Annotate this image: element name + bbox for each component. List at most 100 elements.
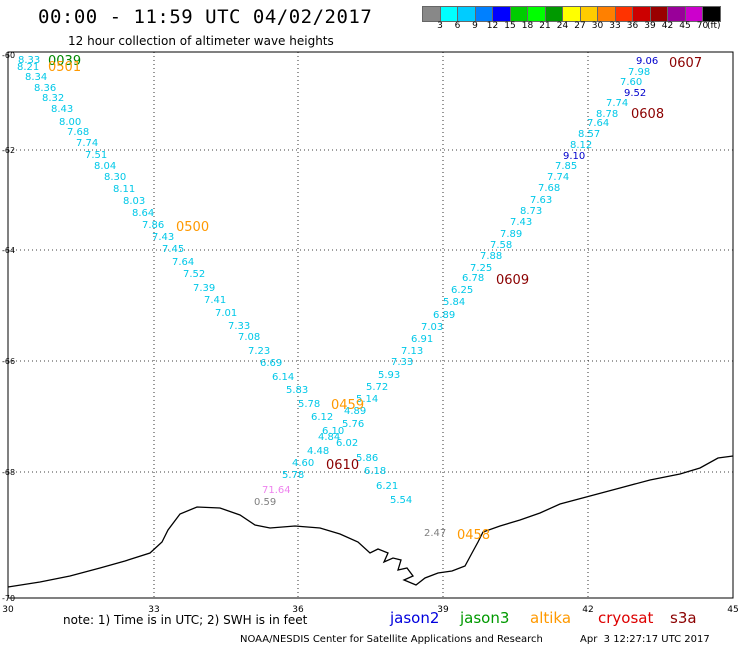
- color-scale-label: 42: [661, 21, 674, 31]
- wave-height-value: 8.73: [520, 206, 542, 217]
- latitude-tick-label: -60: [2, 51, 15, 60]
- wave-height-value: 7.89: [500, 229, 522, 240]
- wave-height-value: 8.30: [104, 172, 126, 183]
- color-scale-swatch: [702, 6, 721, 22]
- color-scale-label: 12: [486, 21, 499, 31]
- wave-height-value: 7.58: [490, 240, 512, 251]
- wave-height-value: 4.48: [307, 446, 329, 457]
- wave-height-value: 8.57: [578, 129, 600, 140]
- wave-height-value: 7.60: [620, 77, 642, 88]
- map-frame: [7, 51, 734, 599]
- longitude-tick-label: 39: [437, 605, 449, 615]
- wave-height-value: 8.04: [94, 161, 116, 172]
- wave-height-value: 7.43: [510, 217, 532, 228]
- pass-time-label: 0608: [631, 107, 664, 122]
- wave-height-value: 7.13: [401, 346, 423, 357]
- wave-height-value: 6.18: [364, 466, 386, 477]
- color-scale-label: 15: [504, 21, 516, 31]
- wave-height-value: 9.52: [624, 88, 646, 99]
- latitude-tick-label: -66: [2, 357, 15, 366]
- map-title: 00:00 - 11:59 UTC 04/02/2017: [38, 6, 373, 28]
- wave-height-value: 5.93: [378, 370, 400, 381]
- wave-height-value: 5.84: [443, 297, 465, 308]
- latitude-tick-label: -70: [2, 594, 15, 603]
- footnote: note: 1) Time is in UTC; 2) SWH is in fe…: [63, 613, 308, 627]
- wave-height-value: 5.83: [286, 385, 308, 396]
- satellite-legend-item: jason2: [390, 609, 440, 627]
- satellite-legend-item: cryosat: [598, 609, 654, 627]
- color-scale-label: 6: [454, 21, 461, 31]
- wave-height-value: 4.60: [292, 458, 314, 469]
- wave-height-value: 8.34: [25, 72, 47, 83]
- wave-height-value: 7.68: [67, 127, 89, 138]
- wave-height-value: 5.76: [342, 419, 364, 430]
- wave-height-value: 7.01: [215, 308, 237, 319]
- wave-height-value: 7.74: [606, 98, 628, 109]
- pass-time-label: 0458: [457, 528, 490, 543]
- satellite-legend-item: s3a: [670, 609, 697, 627]
- latitude-tick-label: -62: [2, 146, 15, 155]
- wave-height-value: 7.98: [628, 67, 650, 78]
- wave-height-value: 7.63: [530, 195, 552, 206]
- color-scale-label: 33: [609, 21, 621, 31]
- wave-height-value: 5.72: [366, 382, 388, 393]
- pass-time-label: 0609: [496, 273, 529, 288]
- wave-height-value: 7.64: [172, 257, 194, 268]
- longitude-tick-label: 42: [582, 605, 593, 615]
- wave-height-value: 4.89: [344, 406, 366, 417]
- wave-height-value: 7.64: [587, 118, 609, 129]
- longitude-tick-labels: 30 33 36 39 42 45: [2, 605, 738, 615]
- wave-height-value: 8.33: [18, 55, 40, 66]
- generated-timestamp: Apr 3 12:27:17 UTC 2017: [580, 634, 710, 645]
- wave-height-value: 6.89: [433, 310, 455, 321]
- wave-height-value: 6.25: [451, 285, 473, 296]
- wave-height-value: 71.64: [262, 485, 291, 496]
- longitude-tick-label: 36: [292, 605, 304, 615]
- wave-height-value: 5.86: [356, 453, 378, 464]
- latitude-tick-labels: -60 -62 -64 -66 -68 -70: [2, 51, 15, 603]
- color-scale-label: 3: [437, 21, 443, 31]
- wave-height-value: 5.78: [298, 399, 320, 410]
- wave-height-value: 2.47: [424, 528, 446, 539]
- wave-height-value: 7.45: [162, 244, 184, 255]
- color-scale-label: 39: [644, 21, 656, 31]
- wave-height-value: 7.52: [183, 269, 205, 280]
- color-scale-unit: (ft): [707, 21, 721, 31]
- wave-height-value: 8.21: [17, 62, 39, 73]
- wave-height-value: 7.23: [248, 346, 270, 357]
- pass-time-label: 0500: [176, 220, 209, 235]
- wave-height-value: 7.88: [480, 251, 502, 262]
- color-scale-label: 21: [539, 21, 551, 31]
- wave-height-value: 8.00: [59, 117, 81, 128]
- map-subtitle: 12 hour collection of altimeter wave hei…: [68, 34, 334, 48]
- wave-height-value: 7.39: [193, 283, 215, 294]
- wave-height-values: 8.338.218.348.368.328.438.007.687.747.51…: [17, 55, 658, 539]
- wave-height-value: 6.69: [260, 358, 282, 369]
- color-scale-label: 30: [591, 21, 604, 31]
- color-scale-label: 18: [521, 21, 534, 31]
- wave-height-value: 8.64: [132, 208, 154, 219]
- wave-height-value: 6.91: [411, 334, 433, 345]
- color-scale-label: 24: [556, 21, 569, 31]
- wave-height-value: 8.11: [113, 184, 135, 195]
- wave-height-value: 6.12: [311, 412, 333, 423]
- wave-height-value: 7.41: [204, 295, 226, 306]
- wave-height-value: 7.25: [470, 263, 492, 274]
- wave-height-value: 7.03: [421, 322, 443, 333]
- satellite-legend-item: jason3: [460, 609, 510, 627]
- wave-height-value: 6.21: [376, 481, 398, 492]
- longitude-tick-label: 33: [148, 605, 159, 615]
- credit-line: NOAA/NESDIS Center for Satellite Applica…: [240, 634, 543, 645]
- color-scale-label: 9: [472, 21, 478, 31]
- wave-height-value: 0.59: [254, 497, 276, 508]
- wave-height-value: 6.10: [322, 426, 344, 437]
- wave-height-value: 9.10: [563, 151, 585, 162]
- wave-height-value: 8.43: [51, 104, 73, 115]
- color-scale-label: 45: [679, 21, 691, 31]
- wave-height-value: 7.08: [238, 332, 260, 343]
- wave-height-value: 7.85: [555, 161, 577, 172]
- wave-height-value: 6.78: [462, 273, 484, 284]
